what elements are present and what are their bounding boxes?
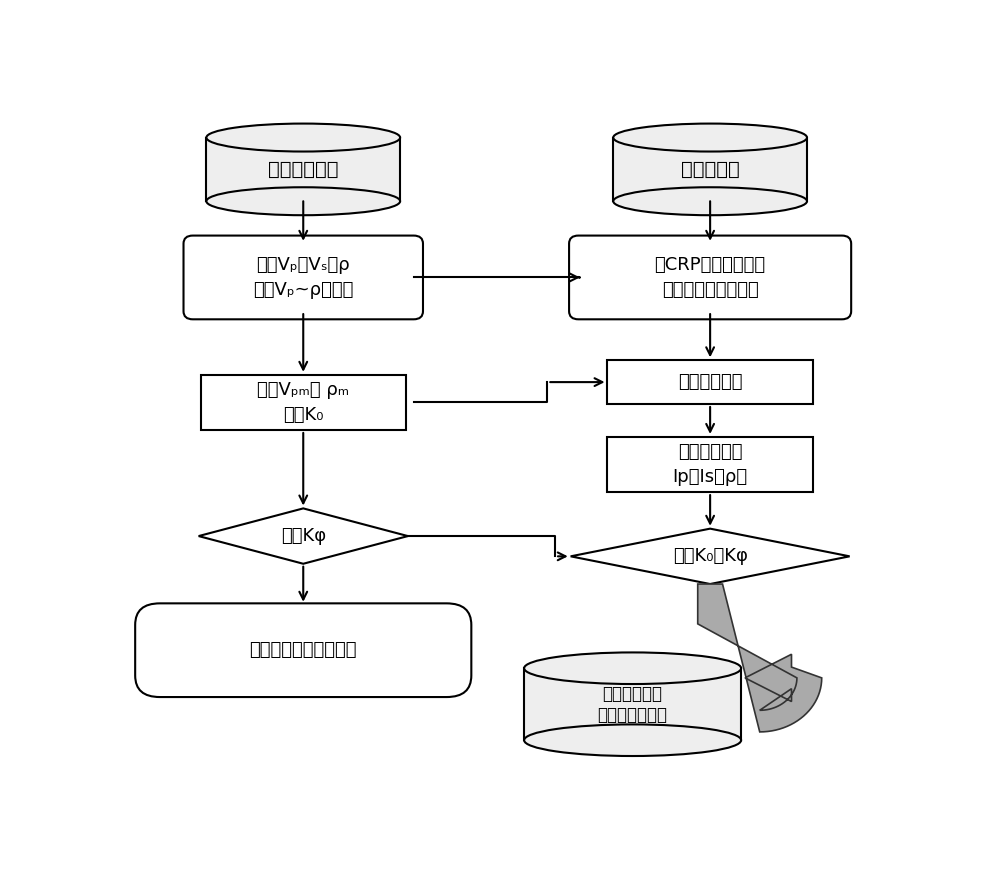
Polygon shape [199,509,408,564]
Ellipse shape [524,724,741,756]
Text: 将CRP道集合理分成
三个分角度叠加数据: 将CRP道集合理分成 三个分角度叠加数据 [655,256,766,299]
Bar [607,360,813,404]
Text: 估算K₀和Kφ: 估算K₀和Kφ [673,547,748,566]
Text: 岩石物理数据: 岩石物理数据 [268,160,338,179]
Ellipse shape [524,652,741,684]
Text: 获取Vₚ、Vₛ和ρ
建立Vₚ~ρ关系式: 获取Vₚ、Vₛ和ρ 建立Vₚ~ρ关系式 [253,256,353,299]
FancyBboxPatch shape [184,236,423,319]
Text: 三维地层异常
孔隙压力数据体: 三维地层异常 孔隙压力数据体 [598,685,668,724]
Text: 合成记录标定: 合成记录标定 [678,373,742,391]
Ellipse shape [613,188,807,215]
Bar [201,374,406,430]
Text: 单井异常孔隙压力曲线: 单井异常孔隙压力曲线 [250,641,357,660]
Ellipse shape [206,188,400,215]
Bar [607,437,813,492]
FancyBboxPatch shape [135,603,471,697]
Text: 地震数据体: 地震数据体 [681,160,740,179]
Text: 计算Kφ: 计算Kφ [281,527,326,545]
FancyBboxPatch shape [569,236,851,319]
Ellipse shape [206,124,400,152]
Bar [613,138,807,201]
Polygon shape [571,529,850,584]
Text: 叠前弹性反演
Ip、Is和ρ等: 叠前弹性反演 Ip、Is和ρ等 [673,443,748,486]
Bar [524,668,741,740]
Polygon shape [698,584,822,732]
Ellipse shape [613,124,807,152]
Text: 反求Vₚₘ、 ρₘ
计算K₀: 反求Vₚₘ、 ρₘ 计算K₀ [257,381,349,424]
Bar [206,138,400,201]
